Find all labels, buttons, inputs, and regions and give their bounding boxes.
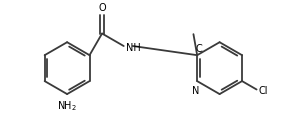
- Text: NH: NH: [126, 43, 141, 53]
- Text: Cl: Cl: [259, 86, 268, 96]
- Text: N: N: [192, 86, 199, 96]
- Text: NH$_2$: NH$_2$: [57, 100, 77, 113]
- Text: O: O: [98, 3, 106, 13]
- Text: C: C: [195, 44, 202, 54]
